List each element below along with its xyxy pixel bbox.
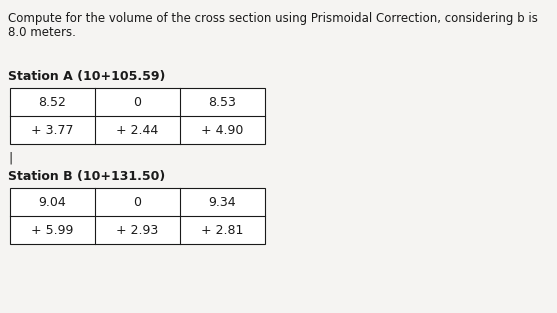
Text: 0: 0 [133,95,141,109]
Text: + 2.81: + 2.81 [201,223,243,237]
Text: 0: 0 [133,196,141,208]
Text: + 4.90: + 4.90 [201,124,243,136]
Text: |: | [8,152,12,165]
Text: + 2.93: + 2.93 [116,223,159,237]
Text: Station B (10+131.50): Station B (10+131.50) [8,170,165,183]
Text: 8.53: 8.53 [208,95,236,109]
Text: 8.52: 8.52 [38,95,66,109]
Text: Station A (10+105.59): Station A (10+105.59) [8,70,165,83]
Text: + 2.44: + 2.44 [116,124,159,136]
Text: 9.34: 9.34 [209,196,236,208]
Bar [10,188,265,244]
Text: 9.04: 9.04 [38,196,66,208]
Bar [10,88,265,144]
Text: Compute for the volume of the cross section using Prismoidal Correction, conside: Compute for the volume of the cross sect… [8,12,538,25]
Text: + 5.99: + 5.99 [31,223,74,237]
Text: + 3.77: + 3.77 [31,124,74,136]
Text: 8.0 meters.: 8.0 meters. [8,26,76,39]
